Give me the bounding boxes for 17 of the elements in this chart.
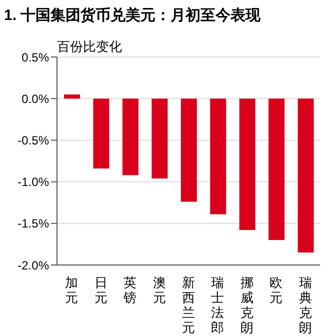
y-tick-label: -1.0% [18,175,50,190]
x-tick-label: 澳元 [152,275,166,305]
x-tick-label: 新西兰元 [182,275,195,335]
y-tick-label: 0.0% [22,92,50,106]
x-tick-label: 欧元 [270,275,283,305]
x-tick-label: 英镑 [122,275,137,305]
y-tick-label: 0.5% [22,50,50,64]
x-tick-label: 瑞典克朗 [298,275,312,335]
x-tick-label: 日元 [94,275,108,305]
x-tick-label: 挪威克朗 [240,275,254,335]
chart-title: 1. 十国集团货币兑美元：月初至今表现 [4,6,261,25]
y-tick-label: -2.0% [18,258,50,272]
x-tick-label: 加元 [65,275,78,305]
y-tick-label: -0.5% [18,133,50,148]
x-tick-label: 瑞士法郎 [211,275,224,335]
y-axis-title: 百份比变化 [57,38,122,56]
y-tick-label: -1.5% [18,216,50,231]
